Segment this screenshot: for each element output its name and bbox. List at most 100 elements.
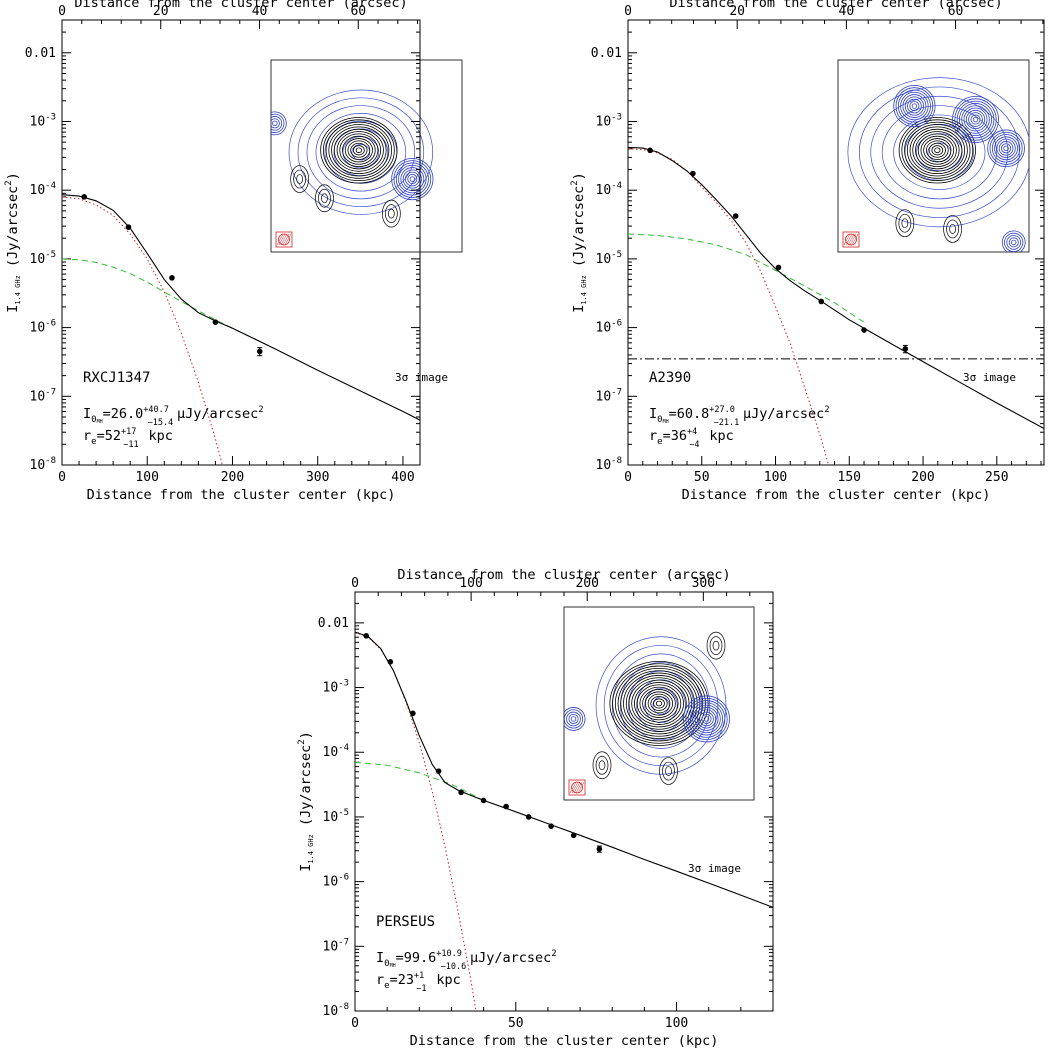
data-point — [548, 823, 554, 829]
y-tick-label: 10-3 — [596, 112, 623, 129]
panel-perseus: 0 50 100 0 100 200 300 10-8 10-7 10-6 10-5 10-4 10-3… — [297, 567, 774, 1049]
sigma-label: 3σ image — [688, 862, 741, 875]
plot-area — [62, 194, 420, 465]
x-tick-label: 0 — [624, 470, 632, 485]
plot-area — [628, 146, 1044, 465]
beam-box — [842, 231, 860, 248]
x-tick-label: 300 — [306, 470, 329, 485]
top-tick-label: 60 — [948, 4, 964, 19]
y-tick-label: 10-7 — [596, 387, 623, 404]
sigma-label: 3σ image — [395, 371, 448, 384]
data-point — [902, 346, 909, 352]
halo-radius-annotation: re=36+4 kpc — [649, 427, 734, 447]
model-halo-line — [62, 258, 276, 350]
x-tick-label: 150 — [838, 470, 861, 485]
data-point — [480, 797, 487, 804]
data-point — [125, 224, 132, 230]
x-tick-label: 0 — [351, 1016, 359, 1031]
top-axis-label: Distance from the cluster center (arcsec… — [397, 567, 730, 583]
data-point — [525, 814, 532, 820]
beam-ellipse — [571, 781, 583, 794]
x-tick-label: 0 — [58, 470, 66, 485]
halo-intensity-lower-error: −10.6 — [441, 962, 467, 972]
data-point — [647, 147, 653, 154]
plot-frame — [354, 591, 774, 1012]
halo-radius-lower-error: −11 — [123, 440, 138, 450]
top-tick-label: 20 — [729, 4, 745, 19]
data-point — [435, 768, 442, 774]
cluster-name: RXCJ1347 — [83, 370, 150, 386]
y-tick-label: 10-4 — [323, 743, 350, 760]
inset-radio-image — [270, 59, 463, 253]
plot-frame — [61, 19, 421, 466]
x-axis-label: Distance from the cluster center (kpc) — [410, 1033, 719, 1049]
halo-radius-lower-error: −1 — [416, 984, 426, 994]
y-tick-label: 0.01 — [591, 46, 622, 61]
data-point — [212, 319, 219, 325]
y-tick-label: 10-4 — [596, 181, 623, 198]
halo-intensity-annotation: I0MH=60.8+27.0 μJy/arcsec2 — [649, 405, 830, 425]
data-point — [596, 846, 603, 852]
y-tick-label: 10-3 — [30, 112, 57, 129]
top-axis-label: Distance from the cluster center (arcsec… — [669, 0, 1002, 11]
y-tick-label: 10-3 — [323, 679, 350, 696]
beam-box — [568, 779, 586, 796]
data-point — [410, 710, 416, 717]
y-tick-label: 10-5 — [596, 250, 623, 267]
y-tick-label: 10-4 — [30, 181, 57, 198]
top-tick-label: 200 — [575, 576, 598, 591]
data-point — [387, 659, 394, 665]
inset-radio-image — [563, 606, 755, 801]
top-tick-label: 0 — [351, 576, 359, 591]
y-tick-label: 10-6 — [323, 873, 350, 890]
x-tick-label: 50 — [508, 1016, 524, 1031]
data-point — [363, 633, 370, 639]
halo-radius-annotation: re=52+17 kpc — [83, 427, 173, 447]
halo-intensity-lower-error: −15.4 — [148, 418, 174, 428]
x-tick-label: 100 — [135, 470, 158, 485]
inset-contours — [564, 631, 730, 785]
top-axis-label: Distance from the cluster center (arcsec… — [74, 0, 407, 11]
panel-rxcj1347: 0 100 200 300 400 0 20 40 60 10-8 10-7 10-6 10-5 10-4… — [4, 0, 463, 503]
y-tick-label: 10-7 — [323, 937, 350, 954]
top-tick-label: 0 — [624, 4, 632, 19]
x-axis-label: Distance from the cluster center (kpc) — [682, 487, 991, 503]
data-point — [256, 348, 263, 355]
halo-radius-annotation: re=23+1 kpc — [376, 971, 461, 991]
data-point — [570, 832, 577, 839]
data-point — [732, 213, 739, 219]
y-axis-label: I1.4 GHz (Jy/arcsec2) — [570, 172, 588, 313]
panel-a2390: 0 50 100 150 200 250 0 20 40 60 10-8 10-7 10-6 10-5 10… — [570, 0, 1045, 503]
x-tick-label: 100 — [665, 1016, 688, 1031]
y-tick-label: 10-8 — [323, 1002, 350, 1019]
x-tick-label: 200 — [911, 470, 934, 485]
top-tick-label: 40 — [839, 4, 855, 19]
y-tick-label: 10-5 — [30, 250, 57, 267]
top-tick-label: 300 — [692, 576, 715, 591]
top-tick-label: 0 — [58, 4, 66, 19]
inset-radio-image — [837, 59, 1030, 253]
cluster-name: A2390 — [649, 370, 691, 386]
model-total-line — [355, 631, 773, 908]
top-tick-label: 40 — [252, 4, 268, 19]
y-tick-label: 10-5 — [323, 808, 350, 825]
y-axis-label: I1.4 GHz (Jy/arcsec2) — [4, 172, 22, 313]
x-tick-label: 50 — [694, 470, 710, 485]
halo-radius-lower-error: −4 — [689, 440, 699, 450]
halo-intensity-lower-error: −21.1 — [714, 418, 740, 428]
beam-box — [275, 231, 293, 248]
top-tick-label: 60 — [350, 4, 366, 19]
inset-contours — [847, 77, 1029, 252]
model-total-line — [628, 146, 1044, 429]
inset-contours — [271, 89, 434, 228]
data-point — [458, 789, 464, 796]
data-point — [81, 194, 87, 200]
x-tick-label: 200 — [221, 470, 244, 485]
data-point — [861, 327, 867, 333]
top-tick-label: 20 — [153, 4, 169, 19]
beam-ellipse — [845, 233, 857, 246]
data-point — [818, 298, 825, 305]
x-tick-label: 100 — [764, 470, 787, 485]
model-total-line — [62, 194, 420, 421]
